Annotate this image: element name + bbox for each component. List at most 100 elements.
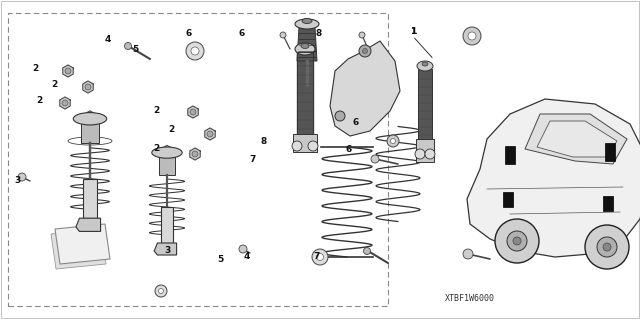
Text: 4: 4 bbox=[104, 35, 111, 44]
Text: 4: 4 bbox=[243, 252, 250, 261]
Ellipse shape bbox=[295, 43, 315, 55]
Circle shape bbox=[513, 237, 521, 245]
Text: 3: 3 bbox=[164, 246, 171, 255]
Text: 7: 7 bbox=[314, 252, 320, 261]
Circle shape bbox=[603, 243, 611, 251]
Circle shape bbox=[186, 42, 204, 60]
Text: 2: 2 bbox=[51, 80, 58, 89]
Circle shape bbox=[387, 135, 399, 147]
Polygon shape bbox=[205, 128, 215, 140]
Circle shape bbox=[507, 231, 527, 251]
Text: 6: 6 bbox=[352, 118, 358, 127]
Circle shape bbox=[585, 225, 629, 269]
Polygon shape bbox=[63, 65, 73, 77]
Circle shape bbox=[192, 151, 198, 157]
Polygon shape bbox=[188, 106, 198, 118]
Ellipse shape bbox=[302, 19, 312, 24]
Circle shape bbox=[463, 249, 473, 259]
Circle shape bbox=[88, 113, 92, 117]
Text: 2: 2 bbox=[36, 96, 43, 105]
Circle shape bbox=[207, 131, 213, 137]
Text: 6: 6 bbox=[239, 29, 245, 38]
Polygon shape bbox=[190, 148, 200, 160]
Polygon shape bbox=[60, 97, 70, 109]
Circle shape bbox=[65, 68, 71, 74]
Text: 1: 1 bbox=[410, 27, 416, 36]
Circle shape bbox=[191, 47, 199, 55]
Bar bbox=[418, 69, 432, 139]
Polygon shape bbox=[154, 243, 177, 255]
Circle shape bbox=[371, 155, 379, 163]
Circle shape bbox=[359, 45, 371, 57]
Circle shape bbox=[292, 141, 302, 151]
Polygon shape bbox=[297, 27, 317, 61]
Bar bbox=[159, 152, 175, 175]
Text: XTBF1W6000: XTBF1W6000 bbox=[445, 294, 495, 303]
Bar bbox=[83, 179, 97, 218]
Ellipse shape bbox=[295, 19, 319, 29]
Ellipse shape bbox=[152, 147, 182, 158]
Circle shape bbox=[312, 249, 328, 265]
Bar bbox=[81, 119, 99, 144]
Text: 5: 5 bbox=[132, 45, 139, 54]
Circle shape bbox=[362, 48, 367, 54]
Circle shape bbox=[597, 237, 617, 257]
Text: 5: 5 bbox=[218, 256, 224, 264]
Text: 2: 2 bbox=[154, 106, 160, 115]
Ellipse shape bbox=[417, 61, 433, 71]
Text: 8: 8 bbox=[316, 29, 322, 38]
Text: 2: 2 bbox=[32, 64, 38, 73]
Bar bbox=[8, 13, 388, 306]
Circle shape bbox=[159, 288, 163, 293]
Ellipse shape bbox=[73, 113, 107, 125]
Circle shape bbox=[85, 84, 91, 90]
Bar bbox=[505, 146, 515, 164]
Circle shape bbox=[18, 173, 26, 181]
Polygon shape bbox=[525, 114, 627, 164]
Circle shape bbox=[280, 32, 286, 38]
Ellipse shape bbox=[422, 62, 428, 66]
Circle shape bbox=[317, 254, 323, 261]
Text: 7: 7 bbox=[250, 155, 256, 164]
Text: 2: 2 bbox=[168, 125, 175, 134]
Circle shape bbox=[190, 109, 196, 115]
Circle shape bbox=[527, 149, 534, 155]
Circle shape bbox=[335, 111, 345, 121]
Polygon shape bbox=[297, 52, 313, 134]
Bar bbox=[503, 192, 513, 207]
Text: 6: 6 bbox=[346, 145, 352, 154]
Circle shape bbox=[390, 138, 396, 144]
Polygon shape bbox=[467, 99, 640, 257]
Polygon shape bbox=[51, 229, 106, 269]
Circle shape bbox=[463, 27, 481, 45]
Polygon shape bbox=[537, 121, 617, 157]
Circle shape bbox=[495, 219, 539, 263]
Text: 8: 8 bbox=[260, 137, 267, 146]
Polygon shape bbox=[55, 224, 110, 264]
Circle shape bbox=[308, 141, 318, 151]
Text: 1: 1 bbox=[410, 27, 416, 36]
Polygon shape bbox=[83, 81, 93, 93]
Polygon shape bbox=[330, 41, 400, 136]
Circle shape bbox=[62, 100, 68, 106]
Circle shape bbox=[468, 32, 476, 40]
Circle shape bbox=[425, 149, 435, 159]
Polygon shape bbox=[86, 111, 94, 120]
Circle shape bbox=[165, 147, 169, 152]
Circle shape bbox=[531, 118, 538, 125]
Circle shape bbox=[415, 149, 425, 159]
Text: 3: 3 bbox=[15, 176, 21, 185]
Bar bbox=[161, 207, 173, 243]
Circle shape bbox=[359, 32, 365, 38]
Polygon shape bbox=[164, 145, 170, 153]
Bar bbox=[603, 196, 613, 211]
Circle shape bbox=[239, 245, 247, 253]
Circle shape bbox=[364, 248, 371, 255]
Circle shape bbox=[155, 285, 167, 297]
Circle shape bbox=[125, 42, 131, 49]
Bar bbox=[293, 134, 317, 152]
Bar bbox=[416, 139, 434, 162]
Text: 2: 2 bbox=[154, 144, 160, 153]
Polygon shape bbox=[76, 218, 100, 231]
Bar bbox=[297, 52, 313, 134]
